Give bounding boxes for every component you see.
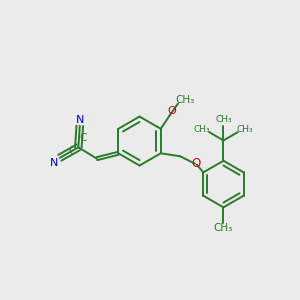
Text: CH₃: CH₃ xyxy=(215,115,232,124)
Text: CH₃: CH₃ xyxy=(175,95,194,105)
Text: CH₃: CH₃ xyxy=(214,223,233,233)
Text: N: N xyxy=(76,116,85,125)
Text: C: C xyxy=(68,146,75,156)
Text: O: O xyxy=(191,157,200,170)
Text: CH₃: CH₃ xyxy=(237,125,253,134)
Text: N: N xyxy=(50,158,59,168)
Text: O: O xyxy=(168,106,176,116)
Text: C: C xyxy=(80,134,87,143)
Text: CH₃: CH₃ xyxy=(194,125,210,134)
